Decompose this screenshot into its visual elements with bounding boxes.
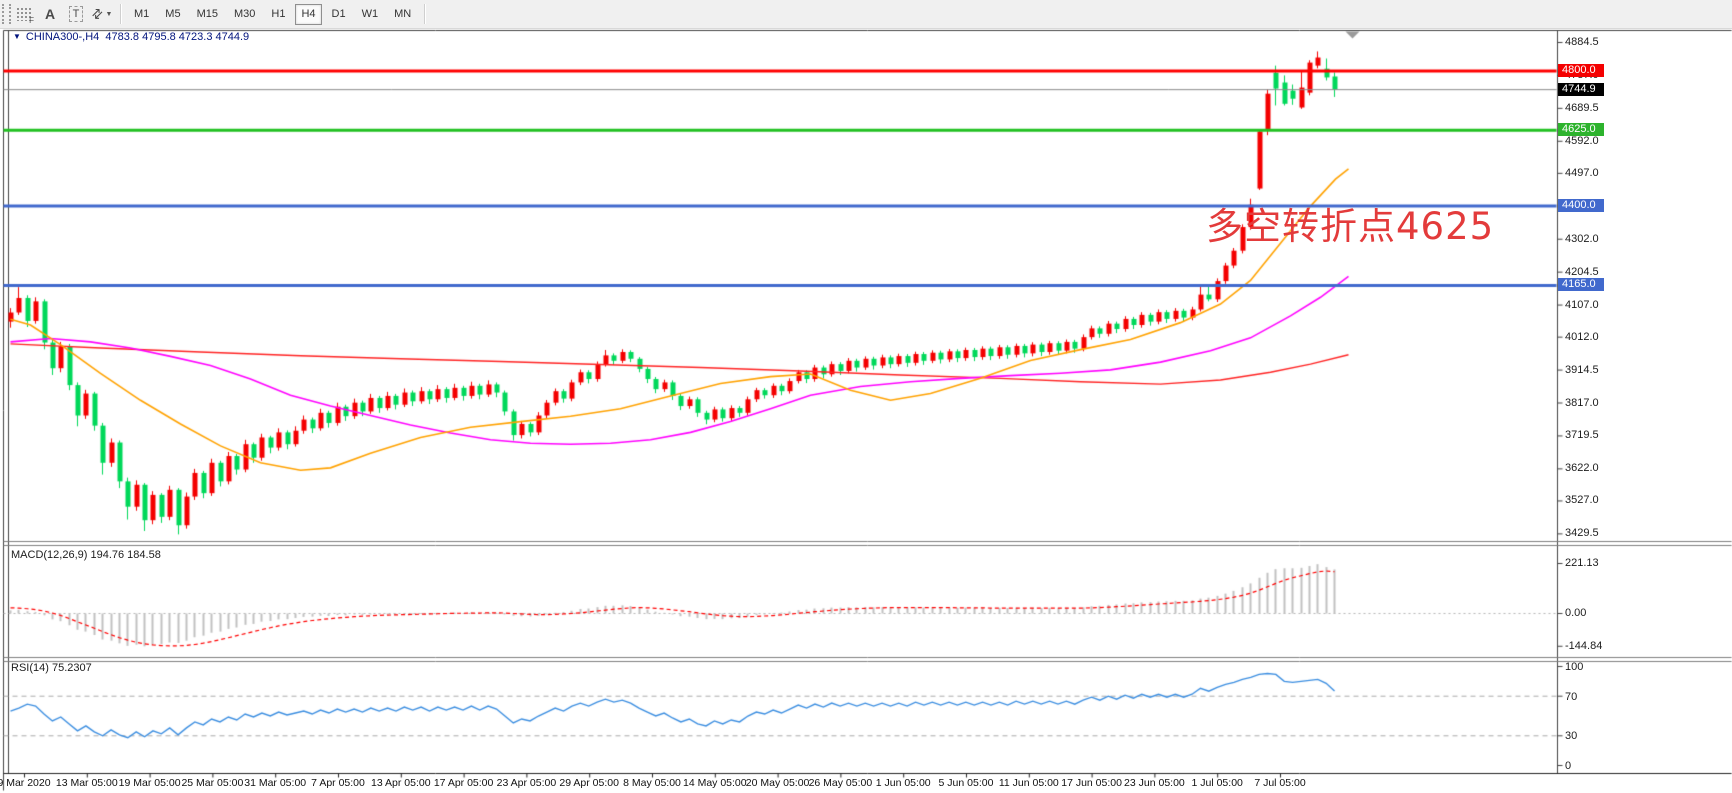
time-axis-label: 1 Jul 05:00: [1191, 777, 1243, 789]
price-tick-label: 3817.0: [1565, 396, 1599, 409]
price-badge-4800.0: 4800.0: [1558, 64, 1604, 78]
price-tick-label: 4302.0: [1565, 232, 1599, 245]
chart-title: ▼ CHINA300-,H4 4783.8 4795.8 4723.3 4744.…: [13, 31, 249, 43]
arrows-icon: ⇄: [87, 4, 106, 23]
rsi-label: RSI(14) 75.2307: [11, 662, 92, 674]
time-axis-label: 5 Jun 05:00: [938, 777, 994, 789]
time-axis-label: 20 May 05:00: [745, 777, 810, 789]
arrows-tool-button[interactable]: ⇄ ▼: [87, 2, 114, 26]
timeframe-button-w1[interactable]: W1: [361, 8, 379, 20]
price-badge-4625.0: 4625.0: [1558, 123, 1604, 137]
time-axis-label: 9 Mar 2020: [0, 777, 51, 789]
price-tick-label: 4497.0: [1565, 166, 1599, 179]
rsi-axis-label: 30: [1565, 730, 1578, 743]
time-axis-label: 26 May 05:00: [808, 777, 873, 789]
timeframe-button-m1[interactable]: M1: [134, 8, 150, 20]
time-axis-label: 11 Jun 05:00: [998, 777, 1059, 789]
chart-ohlc-values: 4783.8 4795.8 4723.3 4744.9: [105, 31, 250, 43]
macd-axis-label: 221.13: [1565, 557, 1599, 569]
macd-label: MACD(12,26,9) 194.76 184.58: [11, 549, 161, 561]
letter-a-icon: A: [44, 6, 56, 22]
time-axis-label: 7 Apr 05:00: [311, 777, 365, 789]
toolbar-grip[interactable]: [2, 4, 11, 24]
rsi-axis-label: 100: [1565, 661, 1584, 673]
macd-axis-label: -144.84: [1565, 639, 1603, 652]
price-tick-label: 4592.0: [1565, 134, 1599, 147]
time-axis-label: 23 Jun 05:00: [1124, 777, 1185, 789]
time-axis-label: 13 Mar 05:00: [55, 777, 118, 789]
toolbar-separator: [120, 4, 121, 24]
time-axis-label: 23 Apr 05:00: [496, 777, 557, 789]
timeframe-button-h1[interactable]: H1: [271, 8, 286, 20]
price-tick-label: 4204.5: [1565, 265, 1599, 278]
time-axis-label: 31 Mar 05:00: [244, 777, 307, 789]
text-label-icon[interactable]: A: [38, 2, 62, 26]
price-tick-label: 4012.0: [1565, 330, 1599, 343]
time-axis-label: 14 May 05:00: [682, 777, 747, 789]
time-axis-label: 1 Jun 05:00: [875, 777, 931, 789]
timeframe-group: M1 M5 M15 M30 H1 H4 D1 W1 MN: [126, 3, 419, 25]
timeframe-button-m30[interactable]: M30: [233, 8, 256, 20]
rsi-axis-label: 70: [1565, 690, 1578, 703]
toolbar-separator: [424, 4, 426, 24]
grid-f-icon[interactable]: F: [12, 2, 36, 26]
text-box-icon[interactable]: T: [64, 2, 88, 26]
time-axis-label: 7 Jul 05:00: [1254, 777, 1306, 789]
price-badge-4744.9: 4744.9: [1558, 82, 1604, 96]
time-axis-label: 17 Jun 05:00: [1061, 777, 1122, 789]
price-tick-label: 4884.5: [1565, 35, 1599, 48]
annotation-text: 多空转折点4625: [1206, 205, 1495, 248]
price-tick-label: 4107.0: [1565, 298, 1599, 311]
price-badge-4165.0: 4165.0: [1558, 278, 1604, 292]
timeframe-button-h4[interactable]: H4: [295, 3, 322, 25]
macd-axis-label: 0.00: [1565, 607, 1587, 619]
toolbar: F A T ⇄ ▼ M1 M5 M15 M30 H1 H4 D1 W1 MN: [0, 0, 1732, 29]
price-tick-label: 3622.0: [1565, 462, 1599, 475]
timeframe-button-m15[interactable]: M15: [196, 8, 218, 20]
time-axis-label: 8 May 05:00: [623, 777, 681, 789]
time-axis-label: 19 Mar 05:00: [118, 777, 181, 789]
price-tick-label: 3527.0: [1565, 494, 1599, 507]
chevron-down-icon[interactable]: ▼: [105, 10, 113, 18]
chart-symbol: CHINA300-,H4: [25, 31, 100, 43]
price-tick-label: 3719.5: [1565, 429, 1599, 442]
rsi-axis-label: 0: [1565, 760, 1572, 772]
grid-f-icon-glyph: F: [16, 7, 34, 25]
timeframe-button-mn[interactable]: MN: [394, 8, 412, 20]
timeframe-button-d1[interactable]: D1: [331, 8, 346, 20]
price-tick-label: 3914.5: [1565, 363, 1599, 376]
price-tick-label: 3429.5: [1565, 527, 1599, 540]
time-axis-label: 25 Mar 05:00: [181, 777, 244, 789]
letter-t-icon: T: [68, 6, 84, 22]
time-axis-label: 17 Apr 05:00: [433, 777, 494, 789]
time-axis-label: 13 Apr 05:00: [371, 777, 431, 789]
timeframe-button-m5[interactable]: M5: [165, 8, 181, 20]
time-axis-label: 29 Apr 05:00: [559, 777, 619, 789]
symbol-dropdown-icon[interactable]: ▼: [13, 32, 21, 41]
price-badge-4400.0: 4400.0: [1558, 199, 1604, 213]
price-tick-label: 4689.5: [1565, 101, 1599, 114]
